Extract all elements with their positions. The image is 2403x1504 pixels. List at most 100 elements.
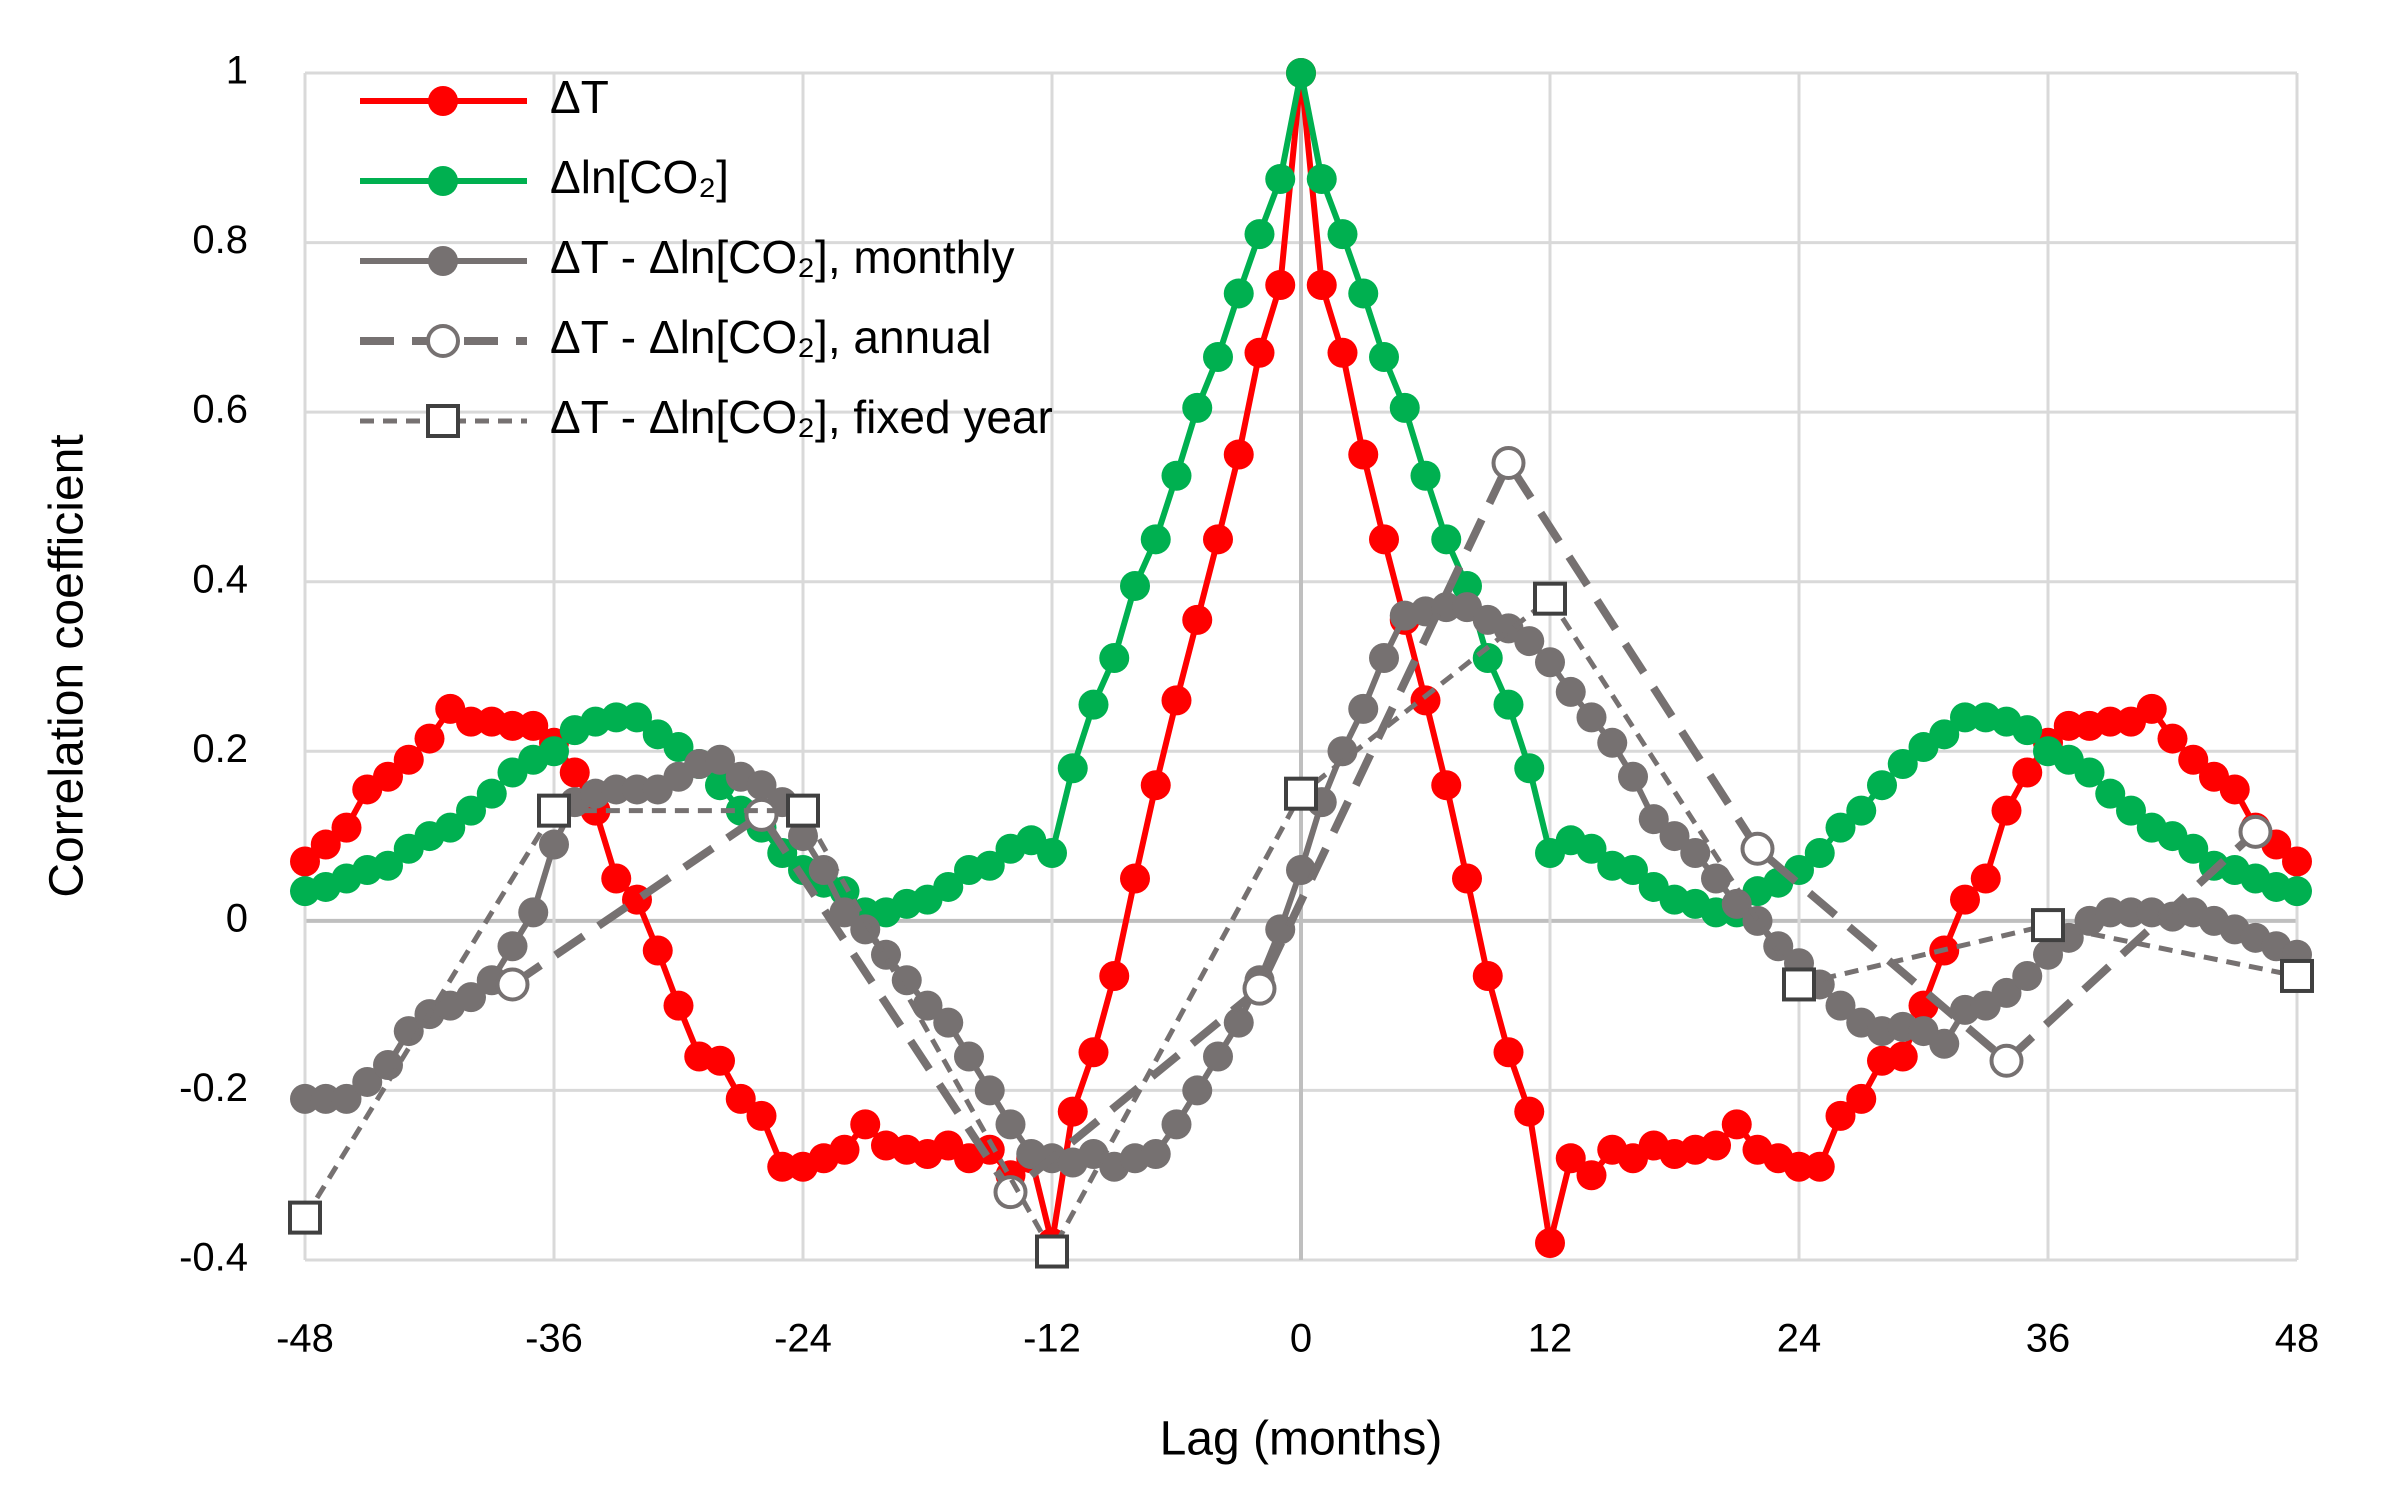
marker bbox=[1306, 269, 1337, 300]
marker bbox=[1784, 1151, 1814, 1182]
marker bbox=[601, 774, 632, 805]
marker bbox=[622, 774, 652, 805]
marker bbox=[1348, 439, 1379, 470]
marker bbox=[373, 761, 403, 792]
marker bbox=[1369, 342, 1399, 373]
marker bbox=[1514, 753, 1545, 784]
marker bbox=[1182, 392, 1213, 423]
marker bbox=[1182, 604, 1213, 635]
marker bbox=[1597, 727, 1628, 758]
marker bbox=[974, 1075, 1005, 1106]
marker bbox=[1452, 570, 1482, 601]
marker bbox=[1244, 219, 1275, 250]
marker bbox=[2178, 833, 2209, 864]
marker bbox=[1327, 337, 1358, 368]
marker bbox=[1514, 1096, 1545, 1127]
marker bbox=[290, 1083, 320, 1114]
marker bbox=[1929, 719, 1960, 750]
marker bbox=[1929, 1028, 1960, 1059]
marker bbox=[1037, 838, 1067, 869]
marker bbox=[1701, 863, 1731, 894]
marker bbox=[1410, 460, 1441, 491]
marker bbox=[497, 931, 528, 962]
x-tick-label: 48 bbox=[2275, 1317, 2320, 1361]
marker bbox=[331, 1083, 362, 1114]
marker bbox=[974, 850, 1005, 881]
x-tick-label: -48 bbox=[276, 1317, 334, 1361]
marker bbox=[1576, 833, 1607, 864]
marker bbox=[850, 914, 881, 945]
marker bbox=[1265, 163, 1296, 194]
x-axis-label: Lag (months) bbox=[1160, 1413, 1443, 1466]
marker bbox=[1991, 795, 2022, 826]
marker bbox=[1078, 689, 1109, 720]
marker bbox=[871, 939, 901, 970]
marker bbox=[744, 797, 779, 832]
marker bbox=[786, 793, 820, 828]
marker bbox=[1203, 342, 1233, 373]
marker bbox=[1057, 753, 1088, 784]
marker bbox=[1867, 770, 1897, 801]
marker bbox=[2136, 693, 2167, 724]
marker bbox=[495, 967, 530, 1002]
marker bbox=[2095, 897, 2126, 928]
x-tick-label: -12 bbox=[1023, 1317, 1081, 1361]
marker bbox=[746, 770, 777, 801]
marker bbox=[2157, 723, 2188, 754]
marker bbox=[290, 846, 320, 877]
x-tick-label: -36 bbox=[525, 1317, 583, 1361]
marker bbox=[1846, 795, 1877, 826]
marker bbox=[1659, 821, 1690, 852]
marker bbox=[1493, 689, 1524, 720]
marker bbox=[1989, 1043, 2024, 1078]
marker bbox=[2282, 876, 2312, 907]
marker bbox=[1242, 971, 1277, 1006]
marker bbox=[2116, 795, 2146, 826]
marker bbox=[705, 1045, 735, 1076]
marker bbox=[1618, 761, 1648, 792]
marker bbox=[1970, 863, 2001, 894]
marker bbox=[2012, 715, 2043, 746]
x-tick-label: 12 bbox=[1528, 1317, 1573, 1361]
marker bbox=[1306, 163, 1337, 194]
marker bbox=[2053, 710, 2084, 741]
marker bbox=[1680, 838, 1711, 869]
marker bbox=[1057, 1096, 1088, 1127]
legend-label: ΔT - Δln[CO₂], annual bbox=[550, 311, 992, 363]
marker bbox=[288, 1200, 322, 1235]
marker bbox=[2095, 706, 2126, 737]
marker bbox=[1369, 524, 1399, 555]
marker bbox=[1140, 770, 1171, 801]
y-axis-label: Correlation coefficient bbox=[41, 434, 94, 897]
marker bbox=[2033, 939, 2063, 970]
marker bbox=[1161, 685, 1192, 716]
marker bbox=[539, 736, 569, 767]
marker bbox=[1618, 854, 1648, 885]
marker bbox=[1327, 219, 1358, 250]
marker bbox=[1120, 863, 1150, 894]
y-tick-label: -0.2 bbox=[179, 1066, 248, 1110]
marker bbox=[1825, 812, 1856, 843]
marker bbox=[2074, 757, 2105, 788]
marker bbox=[414, 723, 445, 754]
marker bbox=[331, 812, 362, 843]
legend-marker bbox=[428, 86, 458, 116]
marker bbox=[1161, 460, 1192, 491]
y-tick-label: -0.4 bbox=[179, 1236, 248, 1280]
marker bbox=[1887, 749, 1918, 780]
marker bbox=[1203, 1041, 1233, 1072]
marker bbox=[1035, 1234, 1069, 1269]
marker bbox=[933, 1007, 964, 1038]
marker bbox=[1740, 831, 1775, 866]
marker bbox=[705, 744, 735, 775]
marker bbox=[2219, 774, 2250, 805]
marker bbox=[373, 1049, 403, 1080]
legend-marker bbox=[428, 166, 458, 196]
legend-marker bbox=[426, 324, 460, 358]
marker bbox=[663, 732, 694, 763]
marker bbox=[1638, 804, 1669, 835]
marker bbox=[393, 744, 424, 775]
marker bbox=[1514, 626, 1545, 657]
marker bbox=[539, 829, 569, 860]
marker bbox=[1555, 1143, 1586, 1174]
